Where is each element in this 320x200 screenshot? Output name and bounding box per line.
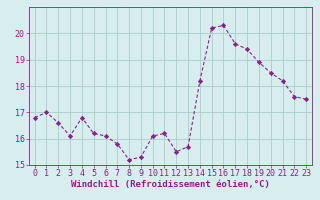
X-axis label: Windchill (Refroidissement éolien,°C): Windchill (Refroidissement éolien,°C) [71, 180, 270, 189]
